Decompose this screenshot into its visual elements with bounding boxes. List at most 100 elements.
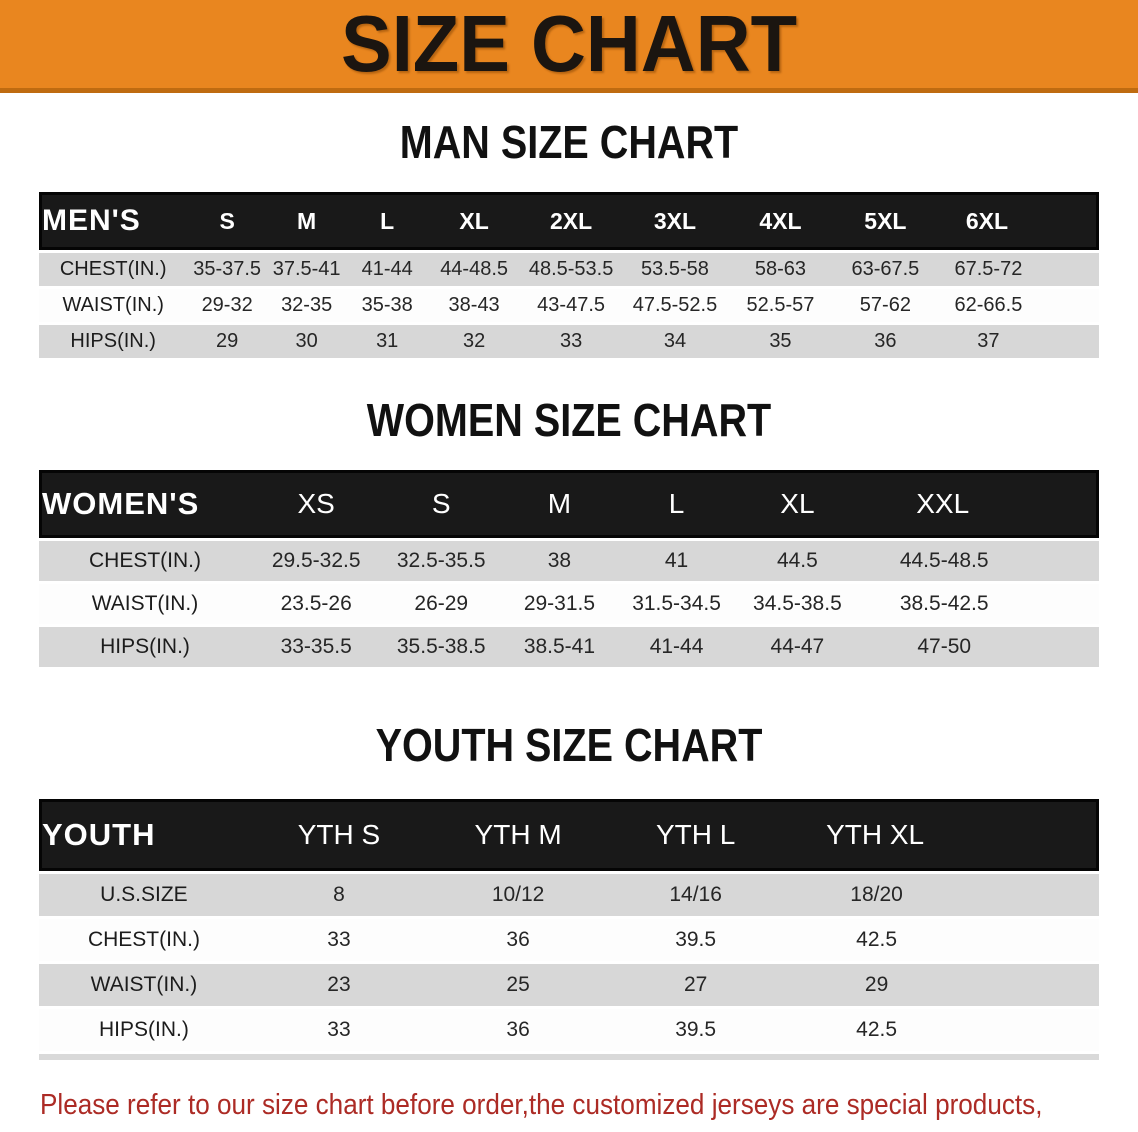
size-column-header: 3XL (621, 192, 728, 250)
size-value-cell: 30 (266, 325, 347, 358)
youth-size-chart-heading: YOUTH SIZE CHART (375, 719, 763, 771)
measurement-row: WAIST(IN.) 23.5-26 26-29 29-31.5 31.5-34.5 34… (39, 584, 1099, 624)
size-value-cell: 31.5-34.5 (617, 584, 736, 624)
youth-size-chart-section: YOUTH SIZE CHART YOUTH YTH S YTH M YTH L YTH… (0, 720, 1138, 1060)
size-value-cell: 34 (621, 325, 728, 358)
size-value-cell: 38.5-41 (501, 627, 618, 667)
row-label: CHEST(IN.) (39, 253, 188, 286)
size-value-cell: 42.5 (784, 1009, 1099, 1051)
size-value-cell: 47.5-52.5 (621, 289, 728, 322)
size-value-cell: 33 (520, 325, 622, 358)
measurement-row: CHEST(IN.) 29.5-32.5 32.5-35.5 38 41 44.5 44.5… (39, 541, 1099, 581)
size-value-cell: 48.5-53.5 (520, 253, 622, 286)
size-table-header-row: YOUTH YTH S YTH M YTH L YTH XL (39, 799, 1099, 871)
size-table-header-row: WOMEN'S XS S M L XL XXL (39, 470, 1099, 538)
size-table-header-row: MEN'S S M L XL 2XL 3XL 4XL 5XL 6XL (39, 192, 1099, 250)
measurement-row: CHEST(IN.) 35-37.5 37.5-41 41-44 44-48.5 48.5… (39, 253, 1099, 286)
size-column-header: S (381, 470, 502, 538)
measurement-row: WAIST(IN.) 23 25 27 29 (39, 964, 1099, 1006)
size-value-cell: 27 (607, 964, 785, 1006)
size-value-cell: 33 (248, 1009, 430, 1051)
size-column-header: M (501, 470, 618, 538)
size-value-cell: 33-35.5 (251, 627, 382, 667)
table-title-cell: WOMEN'S (39, 470, 251, 538)
row-label: WAIST(IN.) (39, 584, 251, 624)
size-column-header: M (266, 192, 347, 250)
size-value-cell: 41 (617, 541, 736, 581)
size-value-cell: 35-37.5 (187, 253, 267, 286)
measurement-row: CHEST(IN.) 33 36 39.5 42.5 (39, 919, 1099, 961)
size-column-header: YTH S (248, 799, 430, 871)
size-value-cell: 58-63 (727, 253, 833, 286)
size-value-cell: 44.5 (735, 541, 860, 581)
size-column-header: YTH XL (784, 799, 1099, 871)
size-value-cell: 44.5-48.5 (859, 541, 1099, 581)
size-value-cell: 63-67.5 (832, 253, 938, 286)
size-chart-title: SIZE CHART (341, 0, 797, 88)
size-column-header: YTH L (607, 799, 785, 871)
size-value-cell: 38.5-42.5 (859, 584, 1099, 624)
size-value-cell: 23.5-26 (251, 584, 382, 624)
size-value-cell: 53.5-58 (621, 253, 728, 286)
size-value-cell: 39.5 (607, 919, 785, 961)
man-size-chart-heading: MAN SIZE CHART (399, 116, 739, 168)
size-value-cell: 42.5 (784, 919, 1099, 961)
size-value-cell: 35 (727, 325, 833, 358)
size-value-cell: 26-29 (381, 584, 502, 624)
size-value-cell: 41-44 (617, 627, 736, 667)
size-value-cell: 38-43 (428, 289, 521, 322)
size-column-header: XL (428, 192, 521, 250)
disclaimer-text: Please refer to our size chart before or… (40, 1086, 1138, 1132)
size-value-cell: 36 (429, 919, 608, 961)
size-column-header: XS (251, 470, 382, 538)
disclaimer-line-1: Please refer to our size chart before or… (40, 1089, 1043, 1121)
size-value-cell: 29-31.5 (501, 584, 618, 624)
youth-size-table: YOUTH YTH S YTH M YTH L YTH XL U.S.SIZE 8 10/12… (39, 796, 1099, 1060)
measurement-row: HIPS(IN.) 29 30 31 32 33 34 35 36 37 (39, 325, 1099, 358)
size-value-cell: 43-47.5 (520, 289, 622, 322)
size-value-cell: 29 (187, 325, 267, 358)
row-label: HIPS(IN.) (39, 1009, 249, 1051)
size-value-cell: 33 (248, 919, 430, 961)
women-size-chart-section: WOMEN SIZE CHART WOMEN'S XS S M L XL XXL CHEST(… (0, 395, 1138, 670)
size-value-cell: 8 (248, 874, 430, 916)
size-value-cell: 41-44 (346, 253, 428, 286)
size-column-header: 6XL (937, 192, 1099, 250)
size-value-cell: 29-32 (187, 289, 267, 322)
table-title-cell: YOUTH (39, 799, 249, 871)
men-size-table: MEN'S S M L XL 2XL 3XL 4XL 5XL 6XL CHEST(IN.) 35-37… (39, 189, 1099, 361)
size-value-cell: 29.5-32.5 (251, 541, 382, 581)
size-column-header: L (346, 192, 428, 250)
size-value-cell: 57-62 (832, 289, 938, 322)
disclaimer-line-2: we don't accept cancel, change, teturn o… (40, 1125, 1028, 1132)
size-value-cell: 14/16 (607, 874, 785, 916)
measurement-row: HIPS(IN.) 33-35.5 35.5-38.5 38.5-41 41-44 44-… (39, 627, 1099, 667)
row-label: CHEST(IN.) (39, 919, 249, 961)
size-value-cell: 37.5-41 (266, 253, 347, 286)
size-value-cell: 31 (346, 325, 428, 358)
size-value-cell: 38 (501, 541, 618, 581)
row-label: CHEST(IN.) (39, 541, 251, 581)
measurement-row: U.S.SIZE 8 10/12 14/16 18/20 (39, 874, 1099, 916)
size-value-cell: 44-47 (735, 627, 860, 667)
women-size-chart-heading: WOMEN SIZE CHART (366, 394, 772, 446)
size-value-cell: 39.5 (607, 1009, 785, 1051)
size-value-cell: 25 (429, 964, 608, 1006)
size-value-cell: 32-35 (266, 289, 347, 322)
table-title-cell: MEN'S (39, 192, 188, 250)
size-column-header: L (617, 470, 736, 538)
measurement-row: WAIST(IN.) 29-32 32-35 35-38 38-43 43-47.5 47.… (39, 289, 1099, 322)
size-column-header: 4XL (727, 192, 833, 250)
size-value-cell: 10/12 (429, 874, 608, 916)
row-label: WAIST(IN.) (39, 964, 249, 1006)
size-value-cell: 32.5-35.5 (381, 541, 502, 581)
row-label: WAIST(IN.) (39, 289, 188, 322)
size-column-header: 5XL (832, 192, 938, 250)
size-value-cell: 52.5-57 (727, 289, 833, 322)
row-label: U.S.SIZE (39, 874, 249, 916)
size-column-header: S (187, 192, 267, 250)
size-value-cell: 47-50 (859, 627, 1099, 667)
size-value-cell: 36 (429, 1009, 608, 1051)
size-value-cell: 36 (832, 325, 938, 358)
size-value-cell: 35.5-38.5 (381, 627, 502, 667)
